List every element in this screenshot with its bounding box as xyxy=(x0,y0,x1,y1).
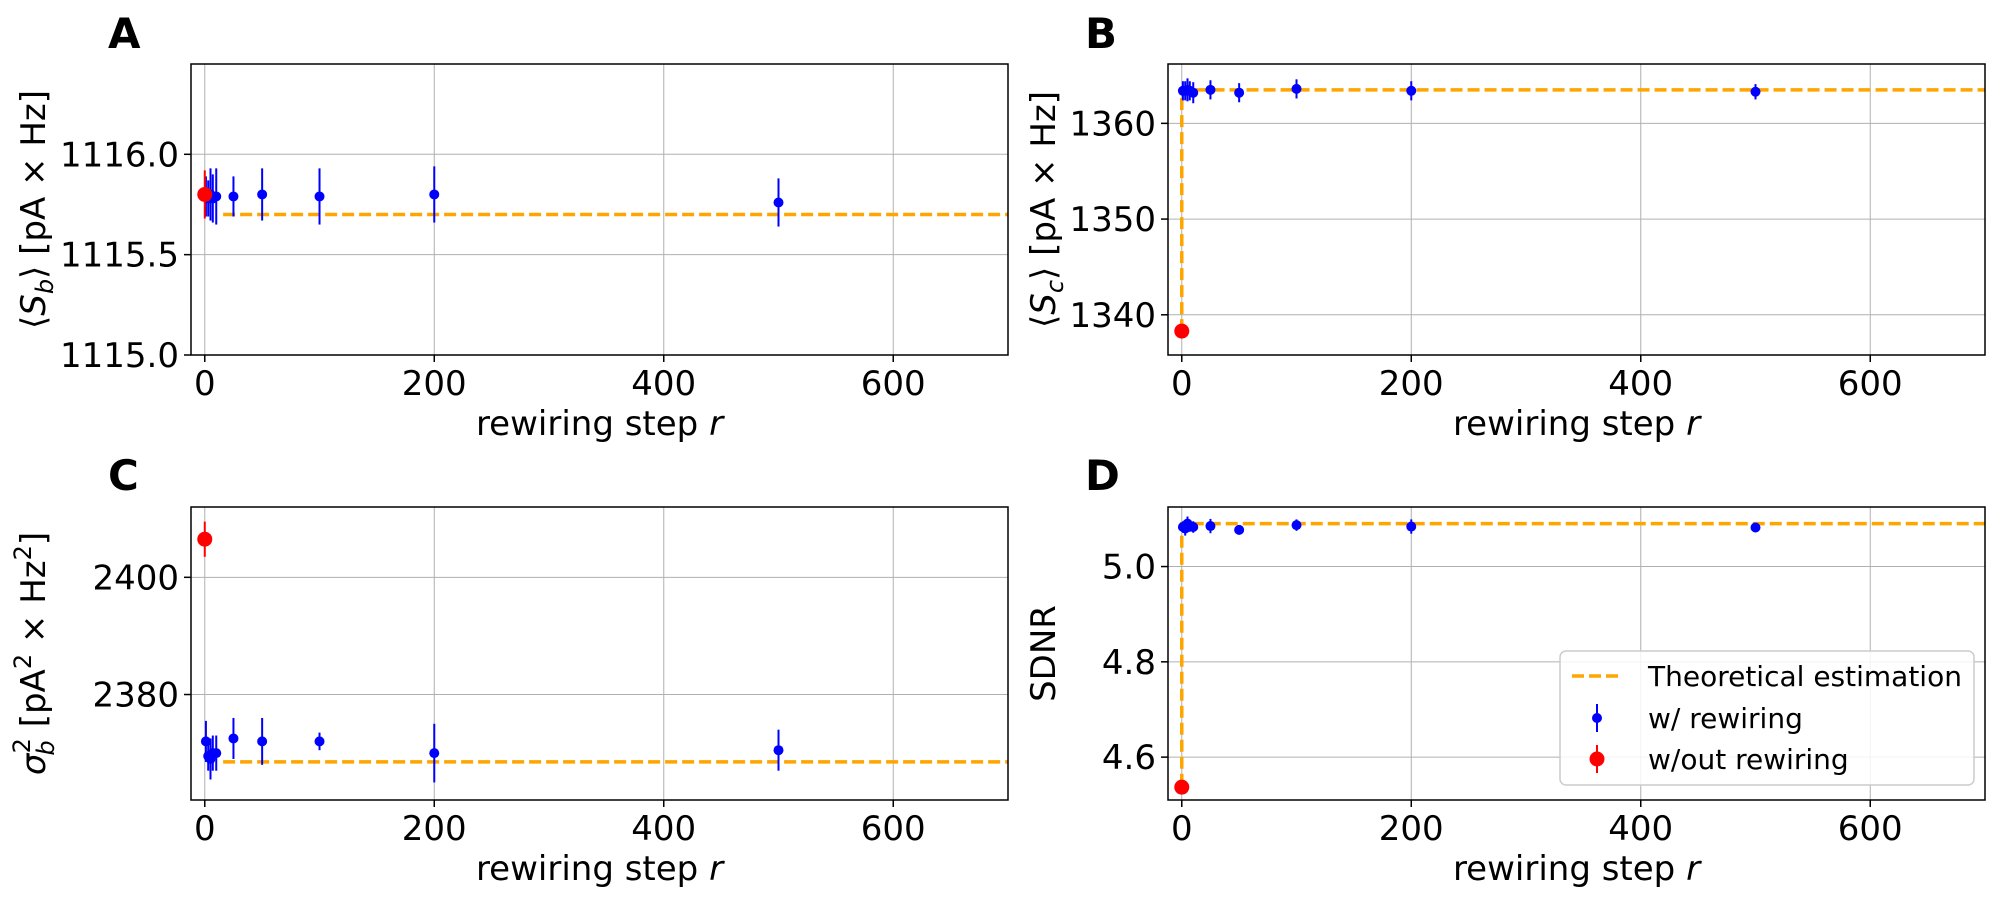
axes-frame xyxy=(1167,63,1986,356)
x-tick-label: 400 xyxy=(631,364,696,404)
rewiring-point xyxy=(1234,524,1245,535)
x-tick-label: 600 xyxy=(861,364,926,404)
rewiring-point xyxy=(257,736,268,747)
rewiring-point xyxy=(1406,85,1417,96)
rewiring-point xyxy=(1291,520,1302,531)
x-axis-label: rewiring step r xyxy=(476,404,725,444)
y-tick-label: 1115.5 xyxy=(60,236,179,276)
y-tick-label: 5.0 xyxy=(1102,548,1156,588)
y-axis-label: ⟨Sb⟩ [pA × Hz] xyxy=(14,90,59,329)
rewiring-point xyxy=(429,189,440,200)
y-tick-label: 1350 xyxy=(1069,200,1156,240)
legend-rewiring-label: w/ rewiring xyxy=(1648,702,1803,735)
rewiring-point xyxy=(1291,83,1302,94)
y-tick-label: 4.8 xyxy=(1102,643,1156,683)
y-tick-label: 1360 xyxy=(1069,104,1156,144)
no-rewiring-point xyxy=(1174,779,1190,795)
axes-frame xyxy=(1167,506,1986,801)
rewiring-point xyxy=(211,191,222,202)
x-tick-label: 0 xyxy=(194,364,216,404)
rewiring-point xyxy=(228,191,239,202)
no-rewiring-point xyxy=(197,186,213,202)
x-tick-label: 400 xyxy=(1608,364,1673,404)
legend: Theoretical estimation w/ rewiring w/out r… xyxy=(1559,650,1975,786)
y-tick-label: 1116.0 xyxy=(60,135,179,175)
rewiring-point xyxy=(1205,521,1216,532)
y-tick-label: 2400 xyxy=(92,558,179,598)
y-tick-label: 2380 xyxy=(92,676,179,716)
rewiring-point xyxy=(1205,84,1216,95)
legend-no-rewiring-label: w/out rewiring xyxy=(1648,743,1849,776)
panel-letter: D xyxy=(1085,451,1120,500)
rewiring-point xyxy=(200,736,211,747)
rewiring-point xyxy=(314,736,325,747)
legend-rewiring-marker xyxy=(1592,713,1602,723)
x-tick-label: 600 xyxy=(861,809,926,849)
rewiring-point xyxy=(429,748,440,759)
panel-letter: A xyxy=(108,9,141,58)
rewiring-point xyxy=(228,733,239,744)
rewiring-point xyxy=(1188,87,1199,98)
rewiring-point xyxy=(314,191,325,202)
rewiring-point xyxy=(773,197,784,208)
axes-frame xyxy=(190,506,1009,801)
rewiring-point xyxy=(1234,87,1245,98)
panel-b: 0 200 400 600 1340 1350 1360 rewiring step r ⟨Sc… xyxy=(1024,9,1986,444)
theoretical-estimation-line xyxy=(1180,88,1985,332)
x-tick-label: 400 xyxy=(1608,809,1673,849)
rewiring-point xyxy=(1750,86,1761,97)
x-tick-label: 0 xyxy=(1171,364,1193,404)
x-tick-label: 200 xyxy=(1379,809,1444,849)
x-tick-label: 200 xyxy=(402,809,467,849)
x-axis-label: rewiring step r xyxy=(1453,849,1702,889)
panel-letter: C xyxy=(108,451,139,500)
panel-c: 0 200 400 600 2380 2400 rewiring step r σb2 [pA… xyxy=(8,451,1009,889)
panel-a: 0 200 400 600 1115.0 1115.5 1116.0 rewiring ste… xyxy=(14,9,1009,444)
x-tick-label: 0 xyxy=(1171,809,1193,849)
y-axis-label: σb2 [pA2 × Hz2] xyxy=(8,532,60,775)
x-tick-label: 200 xyxy=(1379,364,1444,404)
x-tick-label: 600 xyxy=(1838,809,1903,849)
x-tick-label: 0 xyxy=(194,809,216,849)
axes-frame xyxy=(190,63,1009,356)
x-axis-label: rewiring step r xyxy=(1453,404,1702,444)
no-rewiring-point xyxy=(197,531,213,547)
panel-d: 0 200 400 600 4.6 4.8 5.0 rewiring step r SDNR D xyxy=(1024,451,1986,889)
y-tick-label: 4.6 xyxy=(1102,738,1156,778)
rewiring-point xyxy=(257,189,268,200)
x-tick-label: 200 xyxy=(402,364,467,404)
y-axis-label: SDNR xyxy=(1024,605,1064,702)
rewiring-point xyxy=(1406,521,1417,532)
y-axis-label: ⟨Sc⟩ [pA × Hz] xyxy=(1024,91,1069,328)
x-axis-label: rewiring step r xyxy=(476,849,725,889)
y-tick-label: 1115.0 xyxy=(60,336,179,376)
x-tick-label: 600 xyxy=(1838,364,1903,404)
legend-no-rewiring-marker xyxy=(1589,751,1605,767)
panel-letter: B xyxy=(1085,9,1117,58)
rewiring-point xyxy=(1750,522,1761,533)
rewiring-point xyxy=(211,748,222,759)
y-tick-label: 1340 xyxy=(1069,296,1156,336)
x-tick-label: 400 xyxy=(631,809,696,849)
legend-box xyxy=(1559,650,1975,786)
legend-theory-label: Theoretical estimation xyxy=(1647,660,1962,693)
no-rewiring-point xyxy=(1174,323,1190,339)
rewiring-point xyxy=(773,745,784,756)
rewiring-point xyxy=(1188,522,1199,533)
